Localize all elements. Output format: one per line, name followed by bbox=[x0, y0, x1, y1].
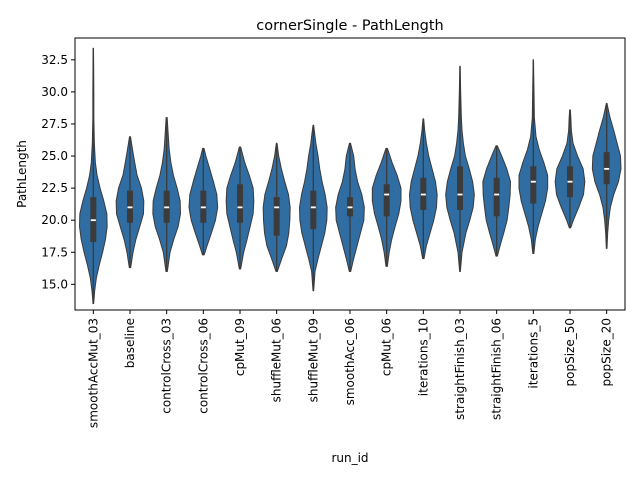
x-tick-label: baseline bbox=[123, 318, 137, 368]
x-tick-label: cpMut_09 bbox=[233, 318, 247, 376]
y-axis: 15.0 17.5 20.0 22.5 25.0 27.5 30.0 32.5 bbox=[41, 53, 75, 291]
y-tick-label: 25.0 bbox=[41, 149, 68, 163]
y-tick-label: 17.5 bbox=[41, 245, 68, 259]
x-tick-label: iterations_10 bbox=[416, 318, 430, 396]
violin-iqr-box bbox=[493, 177, 500, 217]
x-tick-label: iterations_5 bbox=[526, 318, 540, 389]
violins-layer bbox=[79, 47, 622, 305]
x-tick-label: shuffleMut_06 bbox=[270, 318, 284, 402]
violin-iqr-box bbox=[237, 184, 243, 223]
y-tick-label: 30.0 bbox=[41, 85, 68, 99]
x-tick-label: controlCross_06 bbox=[196, 318, 210, 414]
violin-iqr-box bbox=[310, 190, 317, 230]
y-tick-label: 27.5 bbox=[41, 117, 68, 131]
y-axis-label: PathLength bbox=[15, 140, 29, 208]
violin-iqr-box bbox=[457, 166, 463, 210]
y-tick-label: 22.5 bbox=[41, 181, 68, 195]
x-tick-label: straightFinish_06 bbox=[490, 318, 504, 420]
x-axis: smoothAccMut_03 baseline controlCross_03 co… bbox=[86, 310, 614, 428]
x-axis-label: run_id bbox=[331, 451, 368, 465]
violin-iqr-box bbox=[273, 197, 280, 236]
violin-iqr-box bbox=[383, 184, 390, 217]
x-tick-label: popSize_20 bbox=[600, 318, 614, 386]
x-tick-label: smoothAccMut_03 bbox=[86, 318, 100, 428]
x-tick-label: smoothAcc_06 bbox=[343, 318, 357, 405]
y-tick-label: 20.0 bbox=[41, 213, 68, 227]
y-tick-label: 32.5 bbox=[41, 53, 68, 67]
x-tick-label: controlCross_03 bbox=[160, 318, 174, 414]
x-tick-label: shuffleMut_09 bbox=[306, 318, 320, 402]
x-tick-label: straightFinish_03 bbox=[453, 318, 467, 420]
violin-iqr-box bbox=[530, 166, 537, 204]
x-tick-label: cpMut_06 bbox=[380, 318, 394, 376]
chart-title: cornerSingle - PathLength bbox=[256, 18, 444, 34]
x-tick-label: popSize_50 bbox=[563, 318, 577, 386]
y-tick-label: 15.0 bbox=[41, 277, 68, 291]
